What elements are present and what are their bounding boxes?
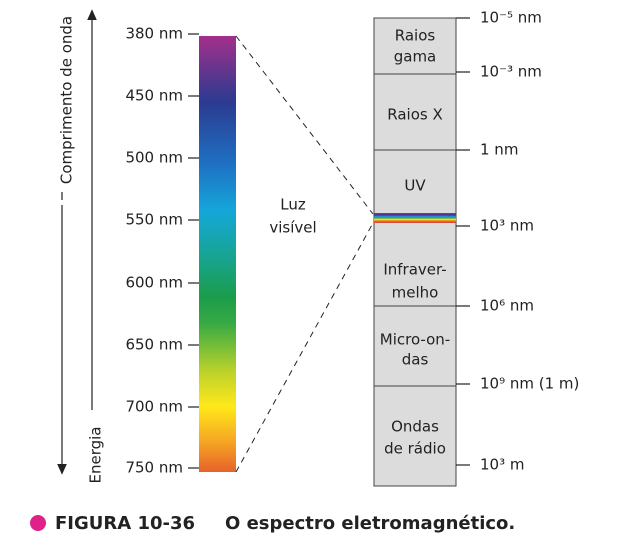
region-label: Raios X <box>387 106 443 124</box>
band-stripe <box>374 214 456 216</box>
spectrum-tick-label: 10³ nm <box>480 217 534 235</box>
region-label: UV <box>404 177 426 195</box>
region-label: das <box>402 351 429 369</box>
caption: O espectro eletromagnético. <box>225 513 515 534</box>
spectrum-ticks: 10⁻⁵ nm 10⁻³ nm 1 nm 10³ nm 10⁶ nm 10⁹ nm (1 … <box>456 9 579 474</box>
scale-label: 450 nm <box>125 87 183 105</box>
region-label: gama <box>394 48 437 66</box>
wavelength-label: Comprimento de onda <box>58 16 76 184</box>
band-stripe <box>374 213 456 215</box>
regions: Raios gama Raios X UV Infraver-melho Micro-on… <box>374 27 456 458</box>
region-label: Raios <box>395 27 436 45</box>
spectrum-tick-label: 10⁶ nm <box>480 297 534 315</box>
scale-label: 700 nm <box>125 398 183 416</box>
visible-label: visível <box>269 219 316 237</box>
zoom-line <box>235 35 374 215</box>
scale-label: 380 nm <box>125 25 183 43</box>
region-label: de rádio <box>384 440 446 458</box>
region-label: Micro-on- <box>380 331 450 349</box>
spectrum-tick-label: 10⁻⁵ nm <box>480 9 542 27</box>
visible-label: Luz <box>280 196 306 214</box>
zoom-line <box>235 222 374 473</box>
spectrum-tick-label: 1 nm <box>480 141 518 159</box>
region-label: melho <box>392 284 439 302</box>
visible-scale: 380 nm 450 nm 500 nm 550 nm 600 nm 650 nm 700 … <box>125 25 199 477</box>
visible-band <box>374 213 456 223</box>
scale-label: 650 nm <box>125 336 183 354</box>
scale-label: 600 nm <box>125 274 183 292</box>
band-stripe <box>374 220 456 222</box>
spectrum-tick-label: 10³ m <box>480 456 524 474</box>
figure-number: FIGURA 10-36 <box>55 513 195 534</box>
band-stripe <box>374 221 456 223</box>
region-label: Ondas <box>391 418 439 436</box>
band-stripe <box>374 215 456 218</box>
visible-bar <box>199 36 236 472</box>
band-stripe <box>374 217 456 219</box>
spectrum-tick-label: 10⁹ nm (1 m) <box>480 375 579 393</box>
scale-label: 750 nm <box>125 459 183 477</box>
scale-label: 550 nm <box>125 211 183 229</box>
spectrum-column <box>373 17 457 487</box>
band-stripe <box>374 218 456 221</box>
spectrum-tick-label: 10⁻³ nm <box>480 63 542 81</box>
bullet <box>30 515 46 531</box>
energy-label: Energia <box>87 427 105 484</box>
scale-label: 500 nm <box>125 149 183 167</box>
region-label: Infraver- <box>383 261 446 279</box>
